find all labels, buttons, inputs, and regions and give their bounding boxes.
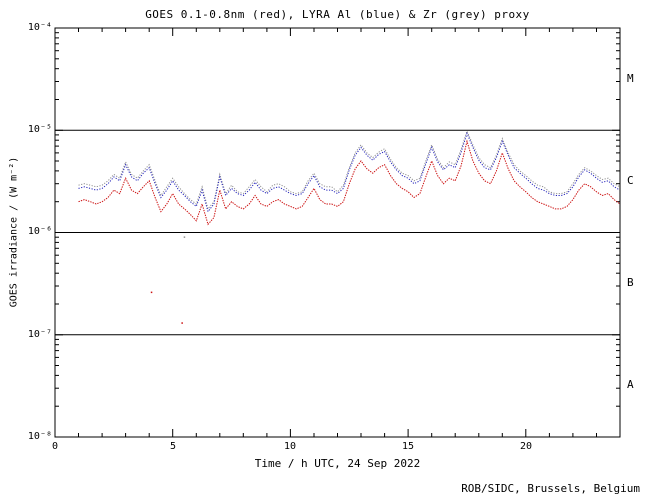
y-tick-label: 10⁻⁴ bbox=[27, 22, 52, 33]
flare-class-label-m: M bbox=[627, 72, 634, 85]
x-axis-label: Time / h UTC, 24 Sep 2022 bbox=[254, 457, 421, 470]
y-tick-label: 10⁻⁶ bbox=[27, 226, 52, 237]
x-tick-label: 5 bbox=[169, 441, 177, 452]
flare-class-label-c: C bbox=[627, 174, 634, 187]
x-tick-label: 10 bbox=[283, 441, 297, 452]
x-tick-label: 20 bbox=[519, 441, 533, 452]
flare-class-label-a: A bbox=[627, 378, 634, 391]
y-tick-label: 10⁻⁵ bbox=[27, 124, 52, 135]
x-tick-label: 15 bbox=[401, 441, 415, 452]
y-tick-label: 10⁻⁷ bbox=[27, 329, 52, 340]
chart-title: GOES 0.1-0.8nm (red), LYRA Al (blue) & Z… bbox=[145, 8, 530, 21]
credit-footer: ROB/SIDC, Brussels, Belgium bbox=[461, 482, 640, 495]
flare-class-label-b: B bbox=[627, 276, 634, 289]
x-tick-label: 0 bbox=[51, 441, 59, 452]
y-tick-label: 10⁻⁸ bbox=[27, 431, 52, 442]
